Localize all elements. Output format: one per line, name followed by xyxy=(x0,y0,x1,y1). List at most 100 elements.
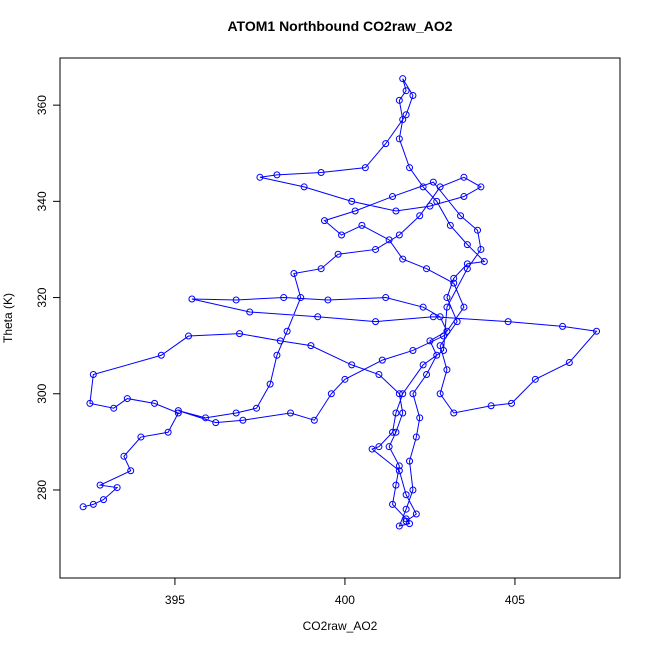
data-point xyxy=(450,409,458,417)
data-point xyxy=(443,303,451,311)
data-point xyxy=(480,257,488,265)
data-point xyxy=(463,260,471,268)
data-point xyxy=(127,467,135,475)
data-point xyxy=(399,75,407,83)
data-point xyxy=(426,202,434,210)
data-point xyxy=(446,221,454,229)
data-point xyxy=(324,296,332,304)
data-point xyxy=(273,351,281,359)
data-point xyxy=(460,303,468,311)
data-point xyxy=(450,279,458,287)
data-point xyxy=(273,171,281,179)
data-point xyxy=(409,486,417,494)
data-point xyxy=(89,500,97,508)
x-axis-label: CO2raw_AO2 xyxy=(303,619,378,633)
data-point xyxy=(429,178,437,186)
data-point xyxy=(174,409,182,417)
data-point xyxy=(348,197,356,205)
data-point xyxy=(212,419,220,427)
data-point xyxy=(409,92,417,100)
data-point xyxy=(317,265,325,273)
data-point xyxy=(409,390,417,398)
data-line xyxy=(83,78,598,527)
data-point xyxy=(123,395,131,403)
data-point xyxy=(436,390,444,398)
y-axis-label: Theta (K) xyxy=(1,293,15,343)
data-point xyxy=(297,294,305,302)
data-point xyxy=(419,361,427,369)
data-point xyxy=(402,87,410,95)
y-tick-label: 280 xyxy=(35,480,49,500)
data-point xyxy=(164,428,172,436)
chart-title: ATOM1 Northbound CO2raw_AO2 xyxy=(227,18,452,34)
data-point xyxy=(382,294,390,302)
data-point xyxy=(440,346,448,354)
data-point xyxy=(351,207,359,215)
data-point xyxy=(429,313,437,321)
data-point xyxy=(100,496,108,504)
data-point xyxy=(246,308,254,316)
data-point xyxy=(395,231,403,239)
data-point xyxy=(266,380,274,388)
y-tick-label: 320 xyxy=(35,287,49,307)
data-point xyxy=(460,173,468,181)
data-point xyxy=(174,407,182,415)
data-point xyxy=(202,414,210,422)
data-point xyxy=(232,296,240,304)
data-point xyxy=(372,245,380,253)
data-point xyxy=(287,409,295,417)
data-point xyxy=(477,183,485,191)
y-tick-label: 340 xyxy=(35,191,49,211)
data-point xyxy=(443,327,451,335)
data-point xyxy=(402,505,410,513)
data-point xyxy=(440,332,448,340)
data-point xyxy=(419,183,427,191)
data-point xyxy=(280,294,288,302)
data-point xyxy=(443,294,451,302)
data-point xyxy=(321,217,329,225)
data-point xyxy=(412,510,420,518)
data-point xyxy=(402,491,410,499)
data-point xyxy=(310,416,318,424)
data-point xyxy=(375,371,383,379)
data-point xyxy=(395,135,403,143)
data-point xyxy=(372,318,380,326)
data-point xyxy=(402,517,410,525)
data-point xyxy=(314,313,322,321)
data-point xyxy=(232,409,240,417)
data-point xyxy=(89,371,97,379)
data-point xyxy=(185,332,193,340)
data-point xyxy=(463,265,471,273)
data-point xyxy=(317,168,325,176)
data-point xyxy=(392,428,400,436)
data-point xyxy=(395,390,403,398)
data-point xyxy=(392,409,400,417)
x-tick-label: 405 xyxy=(505,593,525,607)
data-point xyxy=(436,313,444,321)
data-point xyxy=(395,462,403,470)
data-point xyxy=(361,164,369,172)
data-point xyxy=(334,250,342,258)
data-point xyxy=(392,481,400,489)
data-point xyxy=(375,443,383,451)
data-point xyxy=(463,241,471,249)
data-point xyxy=(137,433,145,441)
x-tick-label: 395 xyxy=(165,593,185,607)
data-point xyxy=(368,445,376,453)
data-point xyxy=(300,183,308,191)
data-point xyxy=(327,390,335,398)
data-point xyxy=(120,452,128,460)
data-point xyxy=(110,404,118,412)
data-point xyxy=(436,342,444,350)
data-point xyxy=(423,265,431,273)
data-point xyxy=(358,221,366,229)
data-point xyxy=(433,351,441,359)
data-point xyxy=(389,428,397,436)
data-point xyxy=(477,245,485,253)
data-point xyxy=(283,327,291,335)
data-point xyxy=(460,193,468,201)
y-tick-label: 300 xyxy=(35,383,49,403)
data-point xyxy=(426,337,434,345)
